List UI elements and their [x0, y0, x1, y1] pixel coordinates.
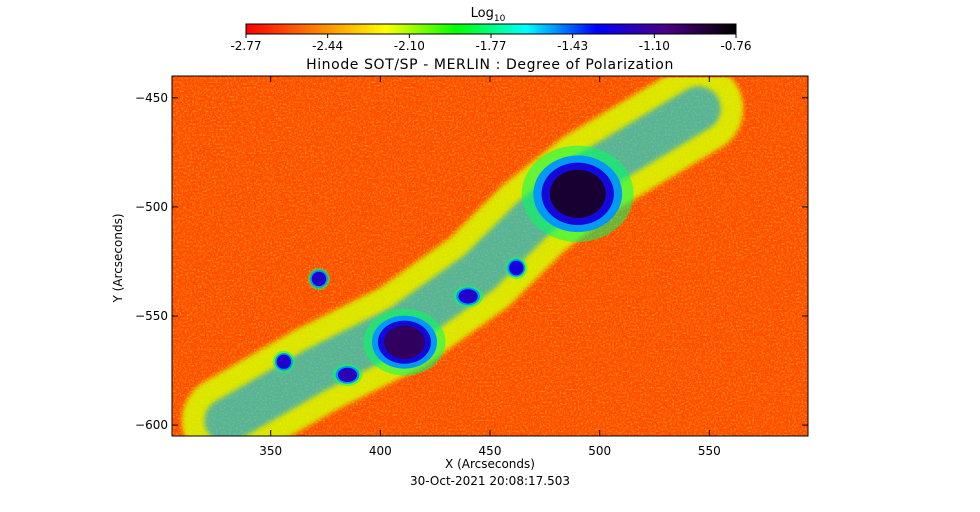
pore	[272, 350, 296, 373]
pore	[307, 267, 331, 291]
colorbar-ticks: -2.77 -2.44 -2.10 -1.77 -1.43 -1.10 -0.76	[230, 34, 752, 53]
colorbar-gradient	[245, 23, 737, 35]
pore	[453, 285, 483, 308]
y-tick-label: −500	[135, 200, 168, 214]
colorbar-tick-label: -1.43	[557, 39, 588, 53]
colorbar-label: Log10	[471, 6, 506, 24]
sunspot-upper-right	[521, 145, 634, 243]
sunspot-lower-left	[363, 308, 446, 376]
y-tick-label: −600	[135, 418, 168, 432]
pore	[505, 256, 528, 280]
pore-ring	[510, 262, 522, 274]
magnetic-features	[272, 145, 634, 387]
heatmap-plot-area	[172, 76, 808, 436]
timestamp-label: 30-Oct-2021 20:08:17.503	[410, 474, 570, 488]
y-tick-label: −550	[135, 309, 168, 323]
colorbar-tick-label: -1.77	[475, 39, 506, 53]
x-axis-ticks: 350 400 450 500 550	[259, 76, 721, 458]
x-tick-label: 450	[479, 444, 502, 458]
y-axis-ticks: −450 −500 −550 −600	[135, 91, 808, 432]
y-tick-label: −450	[135, 91, 168, 105]
x-tick-label: 550	[698, 444, 721, 458]
sunspot-lower-left-ring	[383, 325, 425, 359]
colorbar-tick-label: -2.77	[230, 39, 261, 53]
y-axis-label: Y (Arcseconds)	[111, 213, 125, 303]
colorbar-tick-label: -0.76	[720, 39, 751, 53]
sunspot-upper-right-ring	[549, 169, 606, 218]
colorbar-tick-label: -2.10	[394, 39, 425, 53]
pore-ring	[313, 273, 325, 285]
colorbar-label-subscript: 10	[494, 14, 506, 24]
colorbar-tick-label: -2.44	[312, 39, 343, 53]
pore	[332, 363, 363, 387]
plage-band	[172, 76, 808, 436]
x-tick-label: 500	[588, 444, 611, 458]
pore-ring	[278, 356, 290, 368]
x-tick-label: 350	[259, 444, 282, 458]
chart-title: Hinode SOT/SP - MERLIN : Degree of Polar…	[306, 57, 674, 73]
x-axis-label: X (Arcseconds)	[445, 457, 535, 471]
colorbar-tick-label: -1.10	[639, 39, 670, 53]
colorbar: Log10 -2.77 -2.44 -2.10 -1.77 -1.43 -1.10 -0.7…	[230, 6, 751, 53]
band-speckle	[172, 76, 808, 436]
x-tick-label: 400	[369, 444, 392, 458]
pore-ring	[339, 369, 355, 381]
pore-ring	[460, 290, 476, 302]
